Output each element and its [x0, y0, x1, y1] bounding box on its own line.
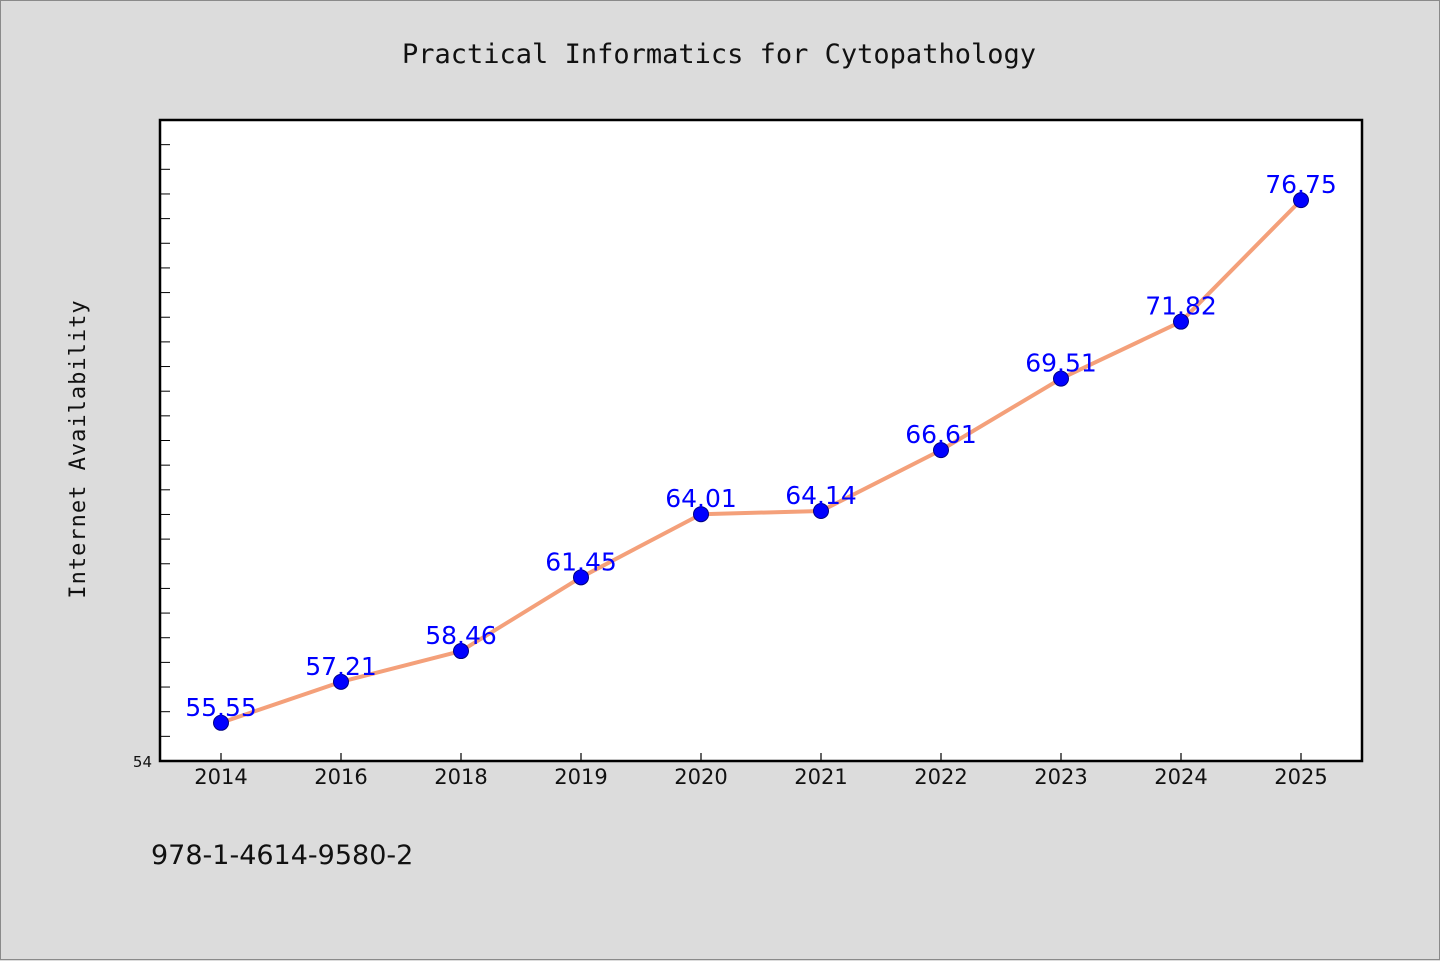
- x-tick-label: 2021: [794, 765, 847, 789]
- x-tick-label: 2024: [1154, 765, 1207, 789]
- data-value-label: 61.45: [545, 547, 617, 576]
- data-value-label: 57.21: [305, 652, 377, 681]
- x-axis-ticks: [220, 753, 1302, 761]
- x-tick-label: 2025: [1274, 765, 1327, 789]
- data-markers: [213, 192, 1309, 731]
- data-point-marker: [333, 673, 349, 690]
- data-point-marker: [1173, 313, 1189, 330]
- plot-area: [160, 120, 1362, 761]
- data-point-marker: [453, 643, 469, 660]
- data-value-label: 64.14: [785, 481, 857, 510]
- data-value-label: 55.55: [185, 693, 257, 722]
- x-tick-label: 2019: [554, 765, 607, 789]
- data-value-labels: 55.55 57.21 58.46 61.45 64.01 64.14 66.61 69.51…: [185, 170, 1337, 722]
- x-axis-tick-labels: 2014 2016 2018 2019 2020 2021 2022 2023 2024 2025: [194, 765, 1327, 789]
- x-tick-label: 2016: [314, 765, 367, 789]
- x-tick-label: 2014: [194, 765, 247, 789]
- x-tick-label: 2020: [674, 765, 727, 789]
- x-tick-label: 2023: [1034, 765, 1087, 789]
- x-tick-label: 2018: [434, 765, 487, 789]
- y-axis-ticks: [160, 144, 170, 737]
- data-value-label: 66.61: [905, 420, 977, 449]
- series-line: [219, 198, 1303, 725]
- data-value-label: 76.75: [1265, 170, 1337, 199]
- data-value-label: 69.51: [1025, 349, 1097, 378]
- data-point-marker: [213, 714, 229, 731]
- data-value-label: 71.82: [1145, 292, 1217, 321]
- data-point-marker: [573, 569, 589, 586]
- data-point-marker: [813, 503, 829, 520]
- y-axis-label: Internet Availability: [66, 299, 91, 598]
- chart-title: Practical Informatics for Cytopathology: [402, 39, 1036, 70]
- data-value-label: 64.01: [665, 484, 737, 513]
- data-point-marker: [693, 506, 709, 523]
- data-value-label: 58.46: [425, 621, 497, 650]
- data-point-marker: [1053, 370, 1069, 387]
- x-tick-label: 2022: [914, 765, 967, 789]
- data-point-marker: [933, 442, 949, 459]
- data-point-marker: [1293, 192, 1309, 209]
- isbn-footnote: 978-1-4614-9580-2: [151, 840, 413, 871]
- y-axis-min-label: 54: [133, 753, 152, 771]
- plot-frame: [158, 118, 1364, 763]
